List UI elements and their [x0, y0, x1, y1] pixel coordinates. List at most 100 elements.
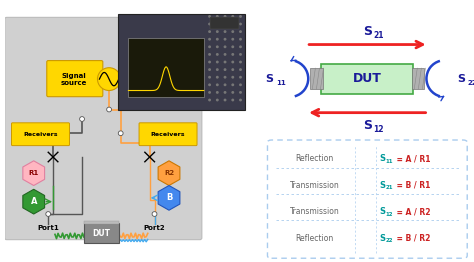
Circle shape [216, 53, 219, 56]
Circle shape [224, 91, 227, 94]
Text: R2: R2 [164, 170, 174, 176]
Text: Transmission: Transmission [290, 181, 339, 190]
Bar [84, 222, 119, 243]
Circle shape [239, 23, 242, 25]
FancyBboxPatch shape [321, 64, 413, 94]
Circle shape [208, 15, 211, 18]
Circle shape [239, 61, 242, 63]
Circle shape [152, 212, 157, 216]
Circle shape [216, 15, 219, 18]
Circle shape [231, 38, 234, 41]
Circle shape [208, 83, 211, 86]
Circle shape [216, 23, 219, 25]
Bar [310, 68, 322, 89]
Text: 22: 22 [467, 80, 474, 85]
Circle shape [231, 83, 234, 86]
Circle shape [216, 76, 219, 79]
Text: Port1: Port1 [37, 225, 59, 231]
Text: Receivers: Receivers [23, 132, 58, 137]
Circle shape [224, 45, 227, 48]
Text: S: S [363, 119, 372, 132]
Circle shape [239, 15, 242, 18]
Text: Signal
source: Signal source [61, 73, 88, 86]
Circle shape [224, 99, 227, 101]
Text: 21: 21 [374, 31, 384, 40]
FancyBboxPatch shape [5, 17, 202, 240]
Text: S: S [380, 154, 385, 163]
Circle shape [239, 83, 242, 86]
Bar [128, 38, 204, 97]
Text: DUT: DUT [92, 228, 110, 238]
Circle shape [224, 61, 227, 63]
Circle shape [224, 23, 227, 25]
Text: R1: R1 [28, 170, 39, 176]
Text: S: S [380, 181, 385, 190]
Circle shape [216, 45, 219, 48]
Circle shape [231, 68, 234, 71]
Circle shape [224, 53, 227, 56]
Circle shape [208, 23, 211, 25]
Bar [84, 221, 119, 225]
Circle shape [239, 45, 242, 48]
Circle shape [216, 91, 219, 94]
Polygon shape [23, 189, 45, 214]
Circle shape [107, 107, 111, 112]
Text: 12: 12 [374, 125, 384, 134]
Circle shape [216, 61, 219, 63]
Text: Transmission: Transmission [290, 207, 339, 216]
Circle shape [80, 117, 84, 121]
Text: S: S [380, 234, 385, 243]
Circle shape [231, 45, 234, 48]
Text: 22: 22 [386, 238, 393, 243]
Circle shape [224, 76, 227, 79]
Circle shape [224, 30, 227, 33]
Circle shape [216, 99, 219, 101]
Text: S: S [457, 74, 465, 84]
Bar [412, 68, 424, 89]
Circle shape [208, 38, 211, 41]
Circle shape [216, 68, 219, 71]
Circle shape [231, 76, 234, 79]
Circle shape [239, 53, 242, 56]
Circle shape [118, 131, 123, 136]
Circle shape [231, 53, 234, 56]
FancyBboxPatch shape [267, 140, 467, 258]
FancyBboxPatch shape [11, 123, 70, 146]
Circle shape [231, 30, 234, 33]
Circle shape [208, 99, 211, 101]
Circle shape [208, 91, 211, 94]
Text: DUT: DUT [353, 72, 382, 85]
Text: B: B [166, 193, 172, 202]
Circle shape [239, 76, 242, 79]
Circle shape [239, 30, 242, 33]
Text: Port2: Port2 [144, 225, 165, 231]
Circle shape [208, 53, 211, 56]
Text: Reflection: Reflection [295, 234, 334, 243]
Circle shape [224, 83, 227, 86]
Circle shape [231, 91, 234, 94]
Text: = A / R1: = A / R1 [394, 154, 430, 163]
Circle shape [224, 68, 227, 71]
Text: S: S [363, 25, 372, 38]
Circle shape [208, 76, 211, 79]
Bar [210, 17, 238, 29]
Text: 21: 21 [386, 185, 393, 190]
Text: A: A [30, 197, 37, 206]
Text: 11: 11 [386, 159, 393, 164]
Circle shape [231, 61, 234, 63]
Polygon shape [158, 185, 180, 210]
FancyBboxPatch shape [139, 123, 197, 146]
Text: 12: 12 [386, 212, 393, 217]
Polygon shape [23, 161, 45, 185]
Circle shape [216, 38, 219, 41]
Circle shape [208, 68, 211, 71]
Circle shape [231, 99, 234, 101]
Circle shape [239, 38, 242, 41]
Text: = A / R2: = A / R2 [394, 207, 430, 216]
Circle shape [208, 61, 211, 63]
FancyBboxPatch shape [47, 61, 103, 97]
Text: Receivers: Receivers [151, 132, 185, 137]
Text: S: S [265, 74, 273, 84]
Circle shape [208, 30, 211, 33]
Text: S: S [380, 207, 385, 216]
